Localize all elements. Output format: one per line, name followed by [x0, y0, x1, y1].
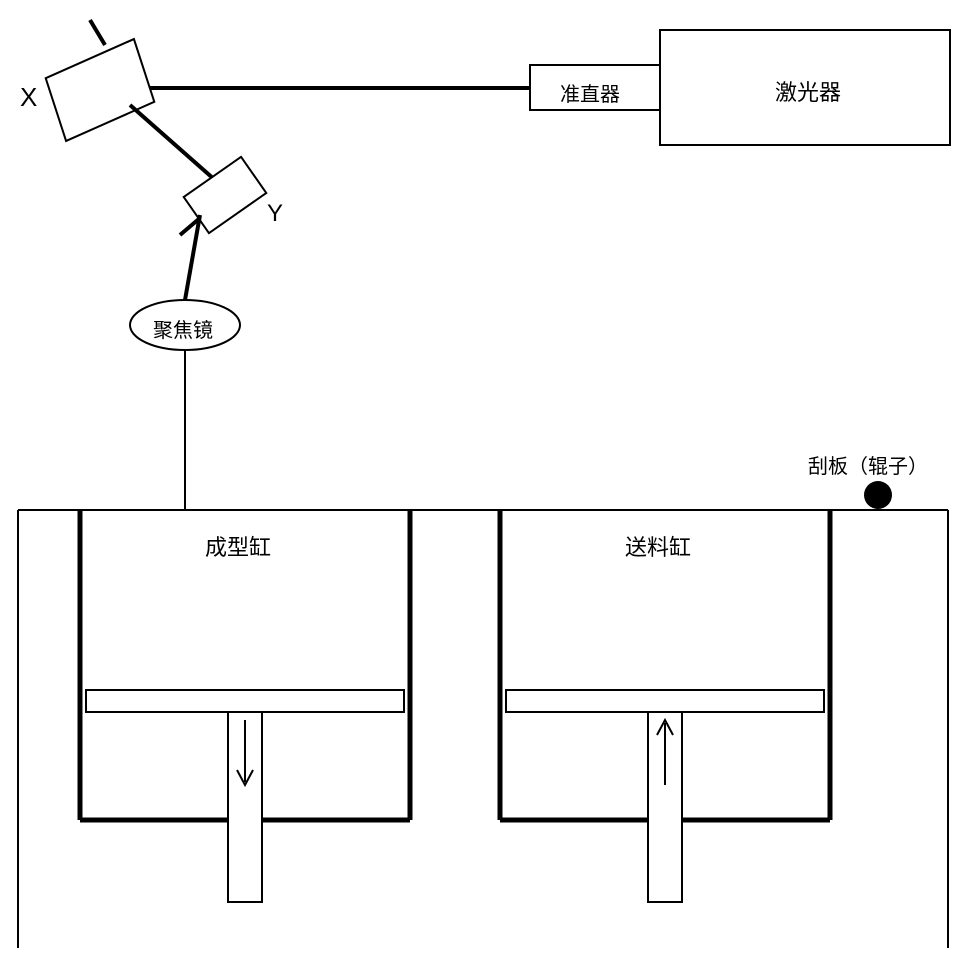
- label-forming-cylinder: 成型缸: [205, 530, 271, 562]
- label-laser: 激光器: [775, 75, 841, 107]
- laser-sintering-diagram: 激光器 准直器 X Y 聚焦镜 刮板（辊子） 成型缸 送料缸: [0, 0, 964, 960]
- mirror-x: [43, 39, 158, 141]
- scraper-roller: [864, 481, 892, 509]
- label-focus-lens: 聚焦镜: [153, 314, 213, 343]
- label-y-axis: Y: [267, 200, 283, 228]
- cylinder2-piston: [506, 690, 824, 712]
- mirror-x-handle: [90, 20, 105, 45]
- label-feeding-cylinder: 送料缸: [625, 530, 691, 562]
- cylinder1-piston: [86, 690, 404, 712]
- laser-beam-xy: [130, 105, 215, 180]
- label-x-axis: X: [20, 82, 37, 113]
- label-scraper: 刮板（辊子）: [808, 450, 928, 479]
- diagram-svg: [0, 0, 964, 960]
- label-collimator: 准直器: [560, 78, 620, 107]
